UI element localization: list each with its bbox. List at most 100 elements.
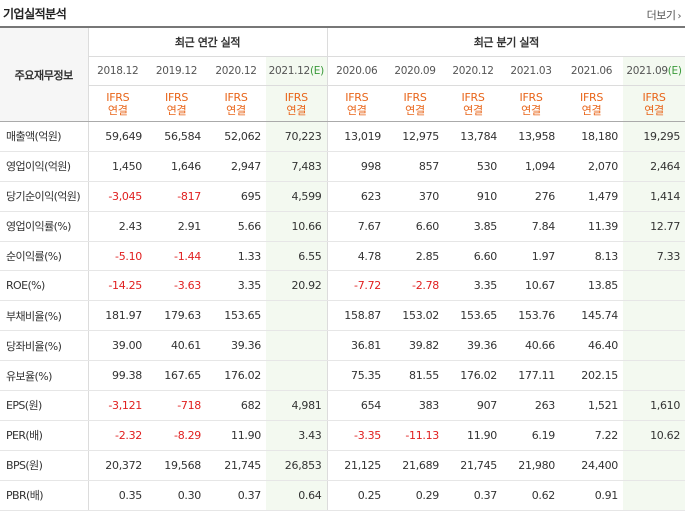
value-cell: 4,981 — [266, 390, 327, 421]
value-cell: 21,689 — [386, 450, 444, 481]
metric-label: 순이익률(%) — [0, 241, 89, 272]
table-row: BPS(원) 20,372 19,568 21,745 26,853 21,125 21,6… — [0, 450, 685, 481]
estimate-mark: (E) — [667, 65, 682, 77]
value-cell: 7.22 — [560, 420, 623, 451]
value-cell — [623, 300, 685, 332]
more-link[interactable]: 더보기 › — [647, 7, 682, 23]
metric-label: PBR(배) — [0, 480, 89, 511]
group-header-row: 주요재무정보 최근 연간 실적 최근 분기 실적 — [0, 26, 685, 122]
value-cell: 7,483 — [266, 151, 327, 182]
consolidation-basis: 연결 — [107, 103, 128, 117]
value-cell: 20.92 — [266, 270, 327, 302]
value-cell — [623, 360, 685, 392]
value-cell: -3.35 — [326, 420, 386, 451]
value-cell: 177.11 — [502, 360, 560, 392]
value-cell: 52,062 — [206, 121, 266, 152]
value-cell: 370 — [386, 181, 444, 212]
value-cell: 682 — [206, 390, 266, 421]
value-cell: 179.63 — [147, 300, 206, 332]
value-cell: 39.00 — [88, 330, 147, 362]
value-cell: 998 — [326, 151, 386, 182]
value-cell: 1,414 — [623, 181, 685, 212]
value-cell: -8.29 — [147, 420, 206, 451]
value-cell: 0.25 — [326, 480, 386, 511]
value-cell: 1,479 — [560, 181, 623, 212]
value-cell: 1,610 — [623, 390, 685, 421]
metric-label: 당좌비율(%) — [0, 330, 89, 362]
consolidation-basis: 연결 — [286, 103, 307, 117]
metric-label: 매출액(억원) — [0, 121, 89, 152]
value-cell: -3,121 — [88, 390, 147, 421]
value-cell: 1,094 — [502, 151, 560, 182]
section-header: 기업실적분석 더보기 › — [0, 0, 685, 26]
value-cell: 1,521 — [560, 390, 623, 421]
value-cell: 0.64 — [266, 480, 327, 511]
value-cell: 26,853 — [266, 450, 327, 481]
value-cell: -11.13 — [386, 420, 444, 451]
accounting-standard: IFRS — [580, 90, 603, 104]
value-cell — [266, 330, 327, 362]
value-cell: 10.62 — [623, 420, 685, 451]
accounting-standard: IFRS — [519, 90, 543, 104]
table-row: 영업이익(억원) 1,450 1,646 2,947 7,483 998 857 530 1,0… — [0, 151, 685, 182]
value-cell: -3,045 — [88, 181, 147, 212]
value-cell: 56,584 — [147, 121, 206, 152]
value-cell: 19,568 — [147, 450, 206, 481]
value-cell: 6.55 — [266, 241, 327, 272]
value-cell: 2.43 — [88, 210, 147, 242]
value-cell: 20,372 — [88, 450, 147, 481]
value-cell: 167.65 — [147, 360, 206, 392]
value-cell: 181.97 — [88, 300, 147, 332]
period-header: 2020.06 — [326, 56, 386, 86]
value-cell — [623, 480, 685, 511]
value-cell — [623, 330, 685, 362]
table-body: 매출액(억원) 59,649 56,584 52,062 70,223 13,019 12,… — [0, 121, 685, 511]
value-cell: 176.02 — [206, 360, 266, 392]
value-cell: 1.97 — [502, 241, 560, 272]
period-label: 2018.12 — [97, 65, 139, 77]
value-cell: 2.85 — [386, 241, 444, 272]
accounting-standard: IFRS — [642, 90, 666, 104]
value-cell: 40.66 — [502, 330, 560, 362]
value-cell: 3.85 — [444, 210, 502, 242]
value-cell: 857 — [386, 151, 444, 182]
metric-label: BPS(원) — [0, 450, 89, 481]
period-label: 2021.06 — [570, 65, 613, 77]
value-cell: 59,649 — [88, 121, 147, 152]
row-header-label: 주요재무정보 — [0, 26, 89, 122]
value-cell: 36.81 — [326, 330, 386, 362]
value-cell: 276 — [502, 181, 560, 212]
period-header: 2018.12 — [88, 56, 147, 86]
estimate-mark: (E) — [309, 65, 324, 77]
value-cell: 7.84 — [502, 210, 560, 242]
value-cell: 910 — [444, 181, 502, 212]
value-cell: 7.67 — [326, 210, 386, 242]
consolidation-basis: 연결 — [581, 103, 602, 117]
period-header: 2021.09(E) — [623, 56, 685, 86]
value-cell: 11.90 — [444, 420, 502, 451]
value-cell: 21,980 — [502, 450, 560, 481]
chevron-right-icon: › — [677, 11, 682, 22]
accounting-standard: IFRS — [345, 90, 369, 104]
period-header: 2020.12 — [444, 56, 502, 86]
annual-group-header: 최근 연간 실적 — [88, 26, 327, 57]
table-row: 유보율(%) 99.38 167.65 176.02 75.35 81.55 176.02 1… — [0, 360, 685, 392]
value-cell: 12,975 — [386, 121, 444, 152]
table-row: ROE(%) -14.25 -3.63 3.35 20.92 -7.72 -2.78 3.35… — [0, 270, 685, 302]
ifrs-header: IFRS 연결 — [623, 85, 685, 122]
consolidation-basis: 연결 — [644, 103, 664, 117]
value-cell: 3.35 — [206, 270, 266, 302]
value-cell: 153.65 — [206, 300, 266, 332]
value-cell: 153.02 — [386, 300, 444, 332]
value-cell: 1,646 — [147, 151, 206, 182]
table-row: 영업이익률(%) 2.43 2.91 5.66 10.66 7.67 6.60 3.85 7.8… — [0, 210, 685, 242]
value-cell: 4,599 — [266, 181, 327, 212]
value-cell: -817 — [147, 181, 206, 212]
value-cell: 623 — [326, 181, 386, 212]
consolidation-basis: 연결 — [226, 103, 246, 117]
period-header: 2020.12 — [206, 56, 266, 86]
value-cell: 1,450 — [88, 151, 147, 182]
metric-label: EPS(원) — [0, 390, 89, 421]
value-cell: 0.91 — [560, 480, 623, 511]
value-cell: 10.67 — [502, 270, 560, 302]
